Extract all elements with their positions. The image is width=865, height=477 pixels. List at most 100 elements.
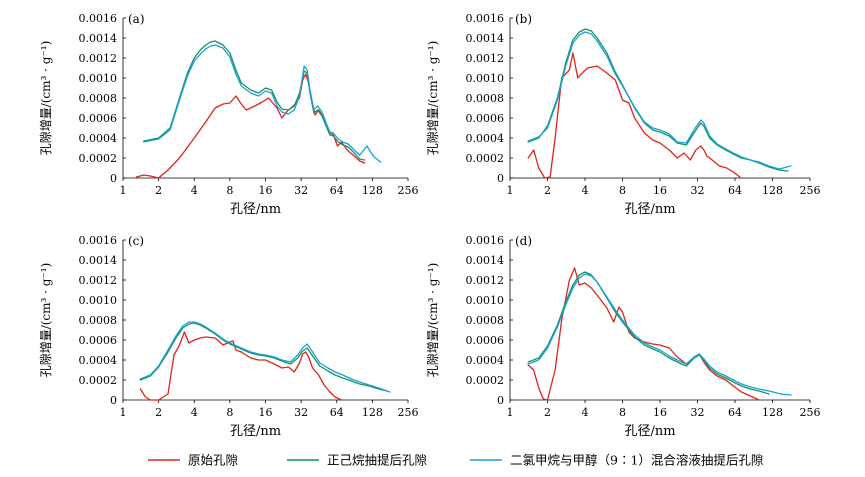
series-original-c [139,331,343,401]
x-tick-label-b: 128 [762,184,783,197]
y-tick-label-c: 0.0010 [79,294,118,307]
y-tick-label-a: 0 [110,172,117,185]
x-tick-label-a: 256 [398,184,419,197]
panel-a: 0 0.0002 0.0004 0.0006 0.0008 0.0010 0.0012 0.0… [39,12,419,217]
y-tick-label-c: 0 [110,394,117,407]
y-tick-label-d: 0 [497,394,504,407]
x-tick-label-b: 64 [728,184,742,197]
y-tick-label-a: 0.0002 [79,152,118,165]
y-tick-label-b: 0.0010 [466,72,505,85]
x-tick-label-d: 64 [728,406,742,419]
y-tick-label-a: 0.0010 [79,72,118,85]
x-axis-title-d: 孔径/nm [624,424,675,439]
y-axis-title-b: 孔隙增量/(cm³ · g⁻¹) [426,41,440,156]
y-tick-label-b: 0.0008 [466,92,505,105]
y-tick-label-d: 0.0008 [466,314,505,327]
y-tick-label-b: 0.0014 [466,32,505,45]
x-tick-label-b: 8 [619,184,626,197]
x-tick-label-d: 8 [619,406,626,419]
x-tick-label-a: 16 [259,184,273,197]
series-hexane-a [143,40,366,161]
x-tick-label-a: 4 [191,184,198,197]
y-tick-label-c: 0.0012 [79,274,118,287]
y-tick-label-c: 0.0006 [79,334,118,347]
x-tick-label-c: 32 [294,406,308,419]
y-tick-label-d: 0.0006 [466,334,505,347]
y-tick-label-a: 0.0004 [79,132,118,145]
series-dcm-methanol-d [527,273,792,396]
y-tick-label-d: 0.0012 [466,274,505,287]
x-tick-label-c: 1 [120,406,127,419]
y-tick-label-c: 0.0002 [79,374,118,387]
x-tick-label-b: 256 [800,184,821,197]
legend: 原始孔隙 正己烷抽提后孔隙 二氯甲烷与甲醇（9∶1）混合溶液抽提后孔隙 [148,453,763,468]
x-tick-label-b: 32 [691,184,705,197]
y-tick-label-d: 0.0014 [466,254,505,267]
panel-c: 0 0.0002 0.0004 0.0006 0.0008 0.0010 0.0012 0.0… [39,234,419,439]
x-tick-label-d: 256 [800,406,821,419]
y-tick-label-b: 0.0012 [466,52,505,65]
series-hexane-b [527,28,789,172]
series-dcm-methanol-c [139,321,391,393]
y-tick-label-b: 0.0016 [466,12,505,25]
x-tick-label-c: 64 [330,406,344,419]
y-tick-label-d: 0.0004 [466,354,505,367]
panel-label-c: (c) [128,234,144,248]
y-axis-title-a: 孔隙增量/(cm³ · g⁻¹) [39,41,53,156]
x-tick-label-c: 256 [398,406,419,419]
y-tick-label-a: 0.0008 [79,92,118,105]
y-tick-label-a: 0.0006 [79,112,118,125]
x-tick-label-b: 2 [544,184,551,197]
legend-label-dcm-methanol: 二氯甲烷与甲醇（9∶1）混合溶液抽提后孔隙 [510,453,763,468]
x-axis-title-a: 孔径/nm [230,202,281,217]
x-tick-label-a: 64 [330,184,344,197]
series-dcm-methanol-a [143,44,382,163]
y-tick-label-c: 0.0008 [79,314,118,327]
x-tick-label-c: 8 [226,406,233,419]
x-tick-label-d: 128 [762,406,783,419]
x-axis-title-b: 孔径/nm [624,202,675,217]
x-tick-label-a: 2 [155,184,162,197]
x-tick-label-a: 1 [120,184,127,197]
x-tick-label-a: 8 [226,184,233,197]
series-hexane-c [139,322,388,392]
x-tick-label-c: 4 [191,406,198,419]
y-tick-label-c: 0.0004 [79,354,118,367]
x-tick-label-d: 32 [691,406,705,419]
x-tick-label-a: 128 [362,184,383,197]
y-tick-label-b: 0.0006 [466,112,505,125]
y-axis-title-c: 孔隙增量/(cm³ · g⁻¹) [39,263,53,378]
y-tick-label-b: 0.0004 [466,132,505,145]
x-tick-label-c: 128 [362,406,383,419]
series-dcm-methanol-b [527,31,792,170]
x-tick-label-c: 16 [259,406,273,419]
y-tick-label-c: 0.0014 [79,254,118,267]
series-hexane-d [527,271,770,395]
y-tick-label-b: 0.0002 [466,152,505,165]
y-tick-label-a: 0.0016 [79,12,118,25]
x-tick-label-b: 16 [653,184,667,197]
series-original-b [527,52,741,179]
x-tick-label-d: 2 [544,406,551,419]
x-tick-label-b: 4 [582,184,589,197]
y-axis-title-d: 孔隙增量/(cm³ · g⁻¹) [426,263,440,378]
x-tick-label-d: 16 [653,406,667,419]
legend-label-original: 原始孔隙 [188,453,238,468]
series-original-d [527,267,760,401]
x-tick-label-d: 4 [582,406,589,419]
x-axis-title-c: 孔径/nm [230,424,281,439]
panel-d: 0 0.0002 0.0004 0.0006 0.0008 0.0010 0.0012 0.0… [426,234,821,439]
panel-label-a: (a) [128,12,145,26]
y-tick-label-a: 0.0012 [79,52,118,65]
x-tick-label-c: 2 [155,406,162,419]
series-original-a [135,73,366,179]
y-tick-label-a: 0.0014 [79,32,118,45]
panel-b: 0 0.0002 0.0004 0.0006 0.0008 0.0010 0.0012 0.0… [426,12,821,217]
x-tick-label-b: 1 [507,184,514,197]
y-tick-label-c: 0.0016 [79,234,118,247]
panel-label-d: (d) [515,234,532,248]
panel-label-b: (b) [515,12,532,26]
x-tick-label-a: 32 [294,184,308,197]
